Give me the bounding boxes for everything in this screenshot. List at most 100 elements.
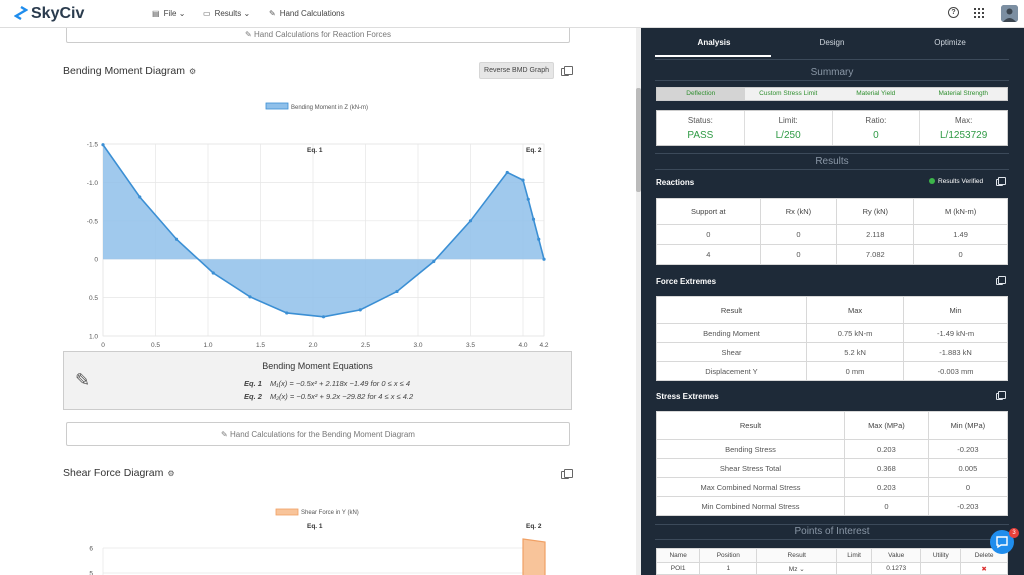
col-utility: Utility [920,548,962,563]
copy-icon[interactable] [996,276,1006,285]
hand-calculations-menu[interactable]: ✎ Hand Calculations [269,9,345,18]
pencil-icon: ✎ [245,30,254,39]
table-cell: 7.082 [836,244,915,265]
table-row: Bending Moment 0.75 kN-m -1.49 kN-m [656,323,1008,343]
results-heading: Results [815,156,849,167]
table-cell: -1.883 kN [903,342,1008,362]
tab-analysis[interactable]: Analysis [697,38,731,47]
gears-icon[interactable]: ⚙ [167,469,175,478]
results-menu-label: Results [214,9,242,18]
scrollbar-track[interactable] [636,28,641,575]
ratio-value: 0 [873,130,879,141]
col-name: Name [655,548,701,563]
table-cell: 2.118 [836,224,915,245]
reverse-bmd-button[interactable]: Reverse BMD Graph [479,62,554,79]
file-menu-label: File [163,9,177,18]
col-min: Min [903,296,1008,324]
bmd-area-fill [103,144,544,317]
equation-2: Eq. 2 M₂(x) = −0.5x² + 9.2x −29.82 for 4 … [244,392,413,401]
criteria-custom-stress[interactable]: Custom Stress Limit [759,90,818,97]
copy-icon[interactable] [996,177,1006,186]
sfd-eq1-label: Eq. 1 [307,523,323,530]
bmd-x-tick-label: 4.2 [539,342,548,349]
tab-design[interactable]: Design [819,38,845,47]
reaction-hand-calc-button[interactable]: ✎ Hand Calculations for Reaction Forces [66,28,570,43]
poi-position-input[interactable]: 1 [699,562,758,575]
table-cell: 0 [913,244,1008,265]
skyciv-logo[interactable]: SkyCiv [14,5,84,23]
bmd-grid: 0 0.5 1.0 1.5 2.0 2.5 3.0 3.5 4.0 4.2 -1.5 -1.0 -0.5… [87,142,549,350]
col-value: Value [871,548,922,563]
bmd-data-point [526,197,530,201]
table-row: Shear Stress Total 0.368 0.005 [656,458,1009,478]
divider [655,539,1009,540]
sfd-chart: Shear Force in Y (kN) 654 Eq. 1 Eq. 2 [89,508,546,575]
summary-heading: Summary [810,67,854,78]
results-menu[interactable]: ▭ Results ⌄ [203,9,250,18]
tab-optimize[interactable]: Optimize [934,38,966,47]
divider [655,524,1009,525]
table-cell: 5.2 kN [805,342,905,362]
status-label: Status: [687,116,713,125]
bmd-data-point [138,195,142,199]
bmd-x-tick-label: 3.0 [413,342,422,349]
table-row: 4 0 7.082 0 [656,244,1008,265]
criteria-material-strength[interactable]: Material Strength [938,90,989,97]
table-cell: -1.49 kN-m [903,323,1008,343]
copy-icon[interactable] [996,391,1006,400]
poi-name[interactable]: POI1 [655,562,701,575]
bmd-y-tick-label: -0.5 [87,218,99,225]
file-icon: ▤ [152,9,160,18]
poi-utility [920,562,962,575]
sfd-area [522,538,546,575]
results-verified[interactable]: Results Verified [929,178,983,185]
user-avatar[interactable] [1001,5,1018,22]
eq2-text: M₂(x) = −0.5x² + 9.2x −29.82 for 4 ≤ x ≤… [269,392,414,401]
bmd-y-tick-label: 1.0 [89,334,98,341]
poi-result-select[interactable]: Mz ⌄ [756,562,838,575]
monitor-icon: ▭ [203,9,211,18]
file-menu[interactable]: ▤ File ⌄ [152,9,185,18]
scrollbar-thumb[interactable] [636,88,641,192]
table-cell: Shear Stress Total [656,458,845,478]
table-cell: 1.49 [913,224,1008,245]
table-cell: 0.005 [927,458,1009,478]
copy-icon[interactable] [561,469,573,479]
bmd-hand-calc-button[interactable]: ✎ Hand Calculations for the Bending Mome… [66,422,570,446]
pencil-icon: ✎ [269,9,276,18]
table-header: Result Max (MPa) Min (MPa) [656,411,1009,440]
bmd-data-point [468,219,473,223]
copy-icon[interactable] [561,66,573,76]
table-cell: 0 [927,477,1009,497]
bmd-data-point [248,295,252,299]
poi-limit-input[interactable] [836,562,873,575]
bmd-data-point [101,143,105,147]
notification-badge: 3 [1009,528,1019,538]
bmd-title-text: Bending Moment Diagram [63,65,185,77]
bending-moment-equations: Bending Moment Equations Eq. 1 M₁(x) = −0… [63,351,572,410]
table-row: Shear 5.2 kN -1.883 kN [656,342,1008,362]
poi-table: Name Position Result Limit Value Utility… [655,548,1008,575]
table-cell: 0 [656,224,761,245]
criteria-material-yield[interactable]: Material Yield [856,90,896,97]
table-cell: Shear [656,342,807,362]
apps-grid-icon[interactable] [974,8,984,21]
status-value: PASS [687,130,714,141]
reaction-hand-calc-label: Hand Calculations for Reaction Forces [253,30,391,39]
table-cell: Displacement Y [656,361,807,381]
bmd-x-tick-label: 4.0 [518,342,527,349]
sfd-y-tick-label: 6 [89,546,93,553]
chevron-down-icon: ⌄ [243,9,251,18]
gears-icon[interactable]: ⚙ [188,67,197,76]
delete-icon[interactable]: ✖ [960,562,1008,575]
criteria-deflection[interactable]: Deflection [657,88,745,100]
bmd-data-point [321,315,326,319]
help-icon[interactable]: ? [948,7,959,18]
bmd-y-tick-label: 0 [94,257,98,264]
bmd-data-point [211,271,215,275]
status-stat: Status: PASS [657,111,745,145]
col-max-mpa: Max (MPa) [844,411,929,440]
eq1-label: Eq. 1 [244,379,262,388]
bmd-legend-text: Bending Moment in Z (kN-m) [291,105,368,111]
limit-stat: Limit: L/250 [745,111,833,145]
